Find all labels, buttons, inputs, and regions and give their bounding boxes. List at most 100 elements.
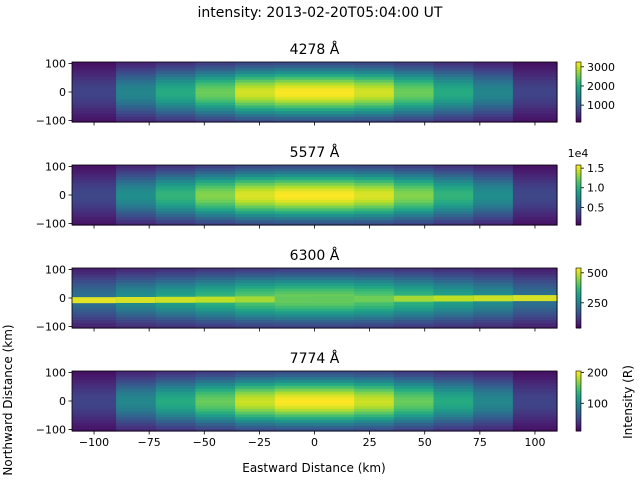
heatmap-cell xyxy=(155,276,197,281)
heatmap-cell xyxy=(235,182,276,186)
colorbar-segment xyxy=(576,316,581,318)
heatmap-cell xyxy=(433,202,474,206)
colorbar-segment xyxy=(576,404,581,406)
heatmap-cell xyxy=(72,302,117,306)
heatmap-cell xyxy=(72,207,117,212)
heatmap-cell xyxy=(314,185,355,189)
heatmap-cell xyxy=(473,305,514,309)
colorbar-segment xyxy=(576,81,581,84)
heatmap-cell xyxy=(116,408,157,412)
heatmap-cell xyxy=(155,371,197,375)
heatmap-cell xyxy=(512,70,558,75)
heatmap-cell xyxy=(116,207,157,212)
heatmap-cell xyxy=(155,190,197,195)
heatmap-cell xyxy=(393,93,435,97)
heatmap-cell xyxy=(72,391,117,395)
colorbar-segment xyxy=(576,293,581,296)
heatmap-cell xyxy=(116,428,157,432)
heatmap-cell xyxy=(512,425,558,429)
heatmap-cell xyxy=(274,322,316,326)
heatmap-cell xyxy=(235,210,276,215)
heatmap-cell xyxy=(393,62,435,66)
heatmap-cell xyxy=(72,73,117,77)
heatmap-cell xyxy=(354,185,395,189)
heatmap-cell xyxy=(433,185,474,189)
heatmap-cell xyxy=(195,422,236,426)
heatmap-cell xyxy=(116,213,157,218)
heatmap-cell xyxy=(274,167,316,172)
heatmap-cell xyxy=(116,268,157,272)
heatmap-cell xyxy=(314,282,355,286)
heatmap-cell xyxy=(235,268,276,272)
heatmap-cell xyxy=(195,388,236,392)
heatmap-cell xyxy=(72,205,117,209)
heatmap-cell xyxy=(433,82,474,86)
figure-suptitle: intensity: 2013-02-20T05:04:00 UT xyxy=(198,5,443,21)
heatmap-cell xyxy=(195,73,236,77)
heatmap-cell xyxy=(155,388,197,392)
heatmap-cell xyxy=(354,416,395,421)
heatmap-cell xyxy=(433,110,474,115)
heatmap-cell xyxy=(314,90,355,95)
heatmap-cell xyxy=(235,173,276,178)
heatmap-cell xyxy=(314,182,355,186)
heatmap-cell xyxy=(116,325,157,329)
heatmap-cell xyxy=(72,388,117,392)
heatmap-cell xyxy=(274,405,316,409)
heatmap-cell xyxy=(155,419,197,424)
heatmap-cell xyxy=(195,99,236,103)
heatmap-cell xyxy=(393,82,435,86)
heatmap-cell xyxy=(433,376,474,381)
heatmap-cell xyxy=(155,373,197,378)
heatmap-cell xyxy=(72,382,117,386)
heatmap-cell xyxy=(116,293,157,298)
heatmap-cell xyxy=(155,67,197,72)
heatmap-cell xyxy=(116,388,157,392)
heatmap-cell xyxy=(195,196,236,200)
heatmap-cell xyxy=(274,79,316,83)
heatmap-cell xyxy=(393,185,435,189)
heatmap-cell xyxy=(512,316,558,321)
colorbar-segment xyxy=(576,287,581,290)
heatmap-cell xyxy=(314,290,355,295)
heatmap-cell xyxy=(235,402,276,406)
heatmap-cell xyxy=(512,187,558,192)
heatmap-cell xyxy=(235,273,276,278)
colorbar-segment xyxy=(576,181,581,184)
heatmap-cell xyxy=(235,308,276,312)
heatmap-cell xyxy=(433,187,474,192)
heatmap-cell xyxy=(473,67,514,72)
heatmap-cell xyxy=(155,179,197,183)
heatmap-cell xyxy=(195,62,236,66)
heatmap-cell xyxy=(274,402,316,406)
heatmap-cell xyxy=(512,96,558,100)
heatmap-cell xyxy=(473,310,514,315)
heatmap-cell xyxy=(512,90,558,95)
heatmap-cell xyxy=(235,190,276,195)
heatmap-cell xyxy=(235,73,276,77)
heatmap-cell xyxy=(473,419,514,424)
heatmap-cell xyxy=(274,196,316,200)
heatmap-cell xyxy=(195,96,236,100)
heatmap-cell xyxy=(512,93,558,97)
heatmap-cell xyxy=(116,393,157,398)
colorbar-segment xyxy=(576,298,581,300)
heatmap-cell xyxy=(354,165,395,169)
heatmap-cell xyxy=(512,185,558,189)
heatmap-cell xyxy=(393,399,435,404)
heatmap-cell xyxy=(393,102,435,106)
heatmap-cell xyxy=(473,196,514,200)
heatmap-cell xyxy=(393,385,435,389)
heatmap-cell xyxy=(354,319,395,323)
heatmap-cell xyxy=(155,216,197,220)
heatmap-cell xyxy=(116,90,157,95)
heatmap-cell xyxy=(354,87,395,92)
heatmap-cell xyxy=(116,270,157,275)
heatmap-cell xyxy=(274,165,316,169)
heatmap-cell xyxy=(72,84,117,89)
heatmap-cell xyxy=(473,64,514,69)
heatmap-cell xyxy=(473,319,514,323)
heatmap-cell xyxy=(354,116,395,120)
heatmap-cell xyxy=(393,373,435,378)
heatmap-cell xyxy=(354,313,395,318)
